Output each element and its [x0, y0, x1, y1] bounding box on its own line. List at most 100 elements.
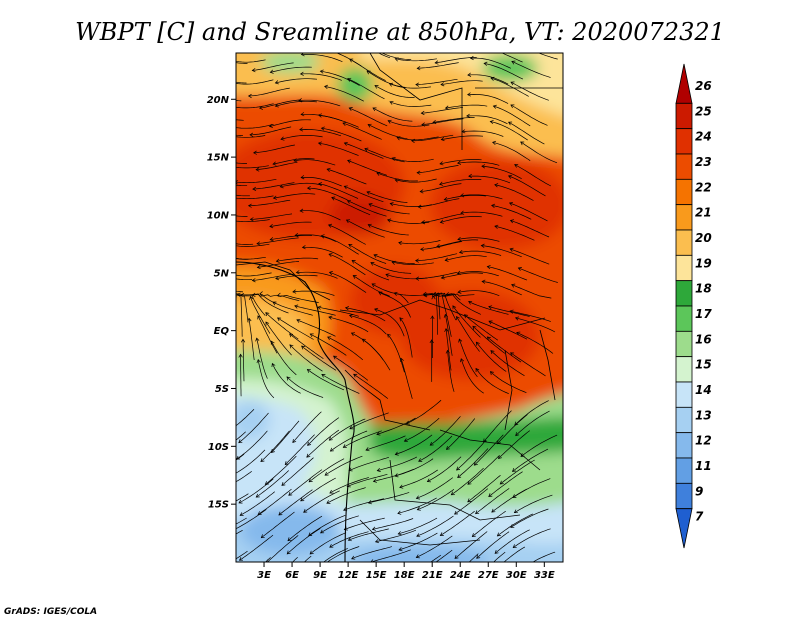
- streamline-arrow: [370, 262, 375, 266]
- streamline: [373, 468, 414, 482]
- streamline-arrow: [260, 458, 265, 463]
- streamline-arrow: [275, 276, 280, 281]
- streamline: [257, 315, 278, 354]
- streamline: [415, 271, 458, 279]
- streamline: [491, 205, 532, 220]
- streamline-arrow: [397, 531, 402, 536]
- streamline-arrow: [230, 273, 233, 277]
- streamline-arrow: [439, 219, 444, 224]
- streamline-arrow: [347, 77, 352, 82]
- streamline: [236, 195, 274, 200]
- streamline: [514, 164, 552, 187]
- streamline-arrow: [306, 368, 311, 373]
- streamline-arrow: [398, 240, 403, 246]
- streamline-arrow: [463, 314, 468, 319]
- streamline-arrow: [365, 447, 370, 452]
- streamline-arrow: [351, 260, 356, 264]
- streamline: [511, 61, 551, 78]
- lon-tick-label: 21E: [422, 570, 443, 581]
- streamline: [236, 81, 247, 84]
- streamline-arrow: [224, 134, 227, 138]
- lon-tick-label: 6E: [285, 570, 299, 581]
- streamline: [236, 243, 254, 245]
- streamline: [497, 513, 534, 537]
- streamline: [301, 53, 343, 63]
- streamline: [353, 275, 390, 297]
- streamline-arrow: [271, 362, 276, 368]
- streamline: [389, 83, 431, 89]
- streamline-arrow: [346, 199, 352, 204]
- streamline: [353, 374, 389, 399]
- streamline-arrow: [468, 173, 473, 179]
- streamline: [376, 417, 416, 435]
- streamline-arrow: [321, 374, 326, 378]
- streamline: [236, 430, 268, 460]
- streamline-arrow: [239, 582, 243, 585]
- streamline-arrow: [247, 317, 252, 322]
- streamline-arrow: [486, 336, 491, 341]
- colorbar-swatch: [675, 330, 693, 358]
- streamline-arrow: [456, 270, 461, 275]
- colorbar-label: 16: [695, 332, 712, 346]
- streamline: [440, 510, 475, 536]
- streamline: [368, 203, 410, 215]
- streamline: [452, 305, 481, 338]
- streamline: [236, 529, 243, 535]
- streamline: [299, 129, 342, 137]
- streamline-arrow: [403, 438, 408, 443]
- streamline: [371, 283, 409, 304]
- streamline-arrow: [228, 243, 231, 247]
- streamline-arrow: [255, 337, 260, 342]
- streamline: [367, 124, 408, 140]
- streamline: [329, 531, 369, 548]
- streamline: [460, 358, 484, 394]
- streamline-arrow: [399, 357, 404, 362]
- streamline: [467, 94, 509, 104]
- streamline: [416, 515, 454, 537]
- streamline: [249, 126, 292, 136]
- streamline-arrow: [348, 314, 354, 319]
- streamline: [470, 57, 511, 69]
- streamline: [487, 266, 528, 281]
- streamline-arrow: [343, 141, 348, 146]
- streamline-arrow: [265, 321, 270, 326]
- streamline-arrow: [494, 549, 499, 554]
- streamline: [362, 338, 391, 371]
- streamline-arrow: [347, 537, 352, 542]
- streamline: [301, 345, 337, 371]
- streamline-arrow: [445, 349, 450, 354]
- streamline: [394, 292, 436, 296]
- streamline-arrow: [224, 255, 227, 258]
- streamline-arrow: [270, 340, 275, 345]
- streamline-arrow: [251, 68, 256, 73]
- streamline: [421, 118, 464, 126]
- streamline: [257, 359, 275, 399]
- streamline: [259, 99, 301, 109]
- streamline: [387, 120, 430, 127]
- streamline: [236, 493, 249, 502]
- streamline: [368, 492, 410, 504]
- streamline-arrow: [416, 506, 421, 511]
- streamline-arrow: [324, 471, 329, 476]
- streamline: [457, 448, 489, 478]
- streamline: [440, 80, 483, 86]
- streamline: [475, 368, 509, 395]
- chart-title: WBPT [C] and Sreamline at 850hPa, VT: 20…: [75, 18, 725, 46]
- streamline: [326, 487, 366, 504]
- streamline-arrow: [373, 254, 378, 258]
- streamline-arrow: [467, 480, 472, 485]
- map-frame: [235, 52, 564, 563]
- lon-tick-label: 24E: [450, 570, 471, 581]
- streamline-arrow: [416, 533, 421, 538]
- streamline-arrow: [272, 161, 277, 166]
- colorbar-swatch: [675, 432, 693, 459]
- streamline: [510, 508, 549, 528]
- streamline-arrow: [353, 373, 358, 378]
- streamline: [327, 168, 367, 185]
- streamline: [275, 78, 318, 84]
- lat-tick-label: EQ: [214, 326, 230, 337]
- streamline: [512, 528, 551, 548]
- streamline: [467, 455, 500, 485]
- streamline-arrow: [238, 353, 243, 358]
- streamline: [236, 243, 270, 247]
